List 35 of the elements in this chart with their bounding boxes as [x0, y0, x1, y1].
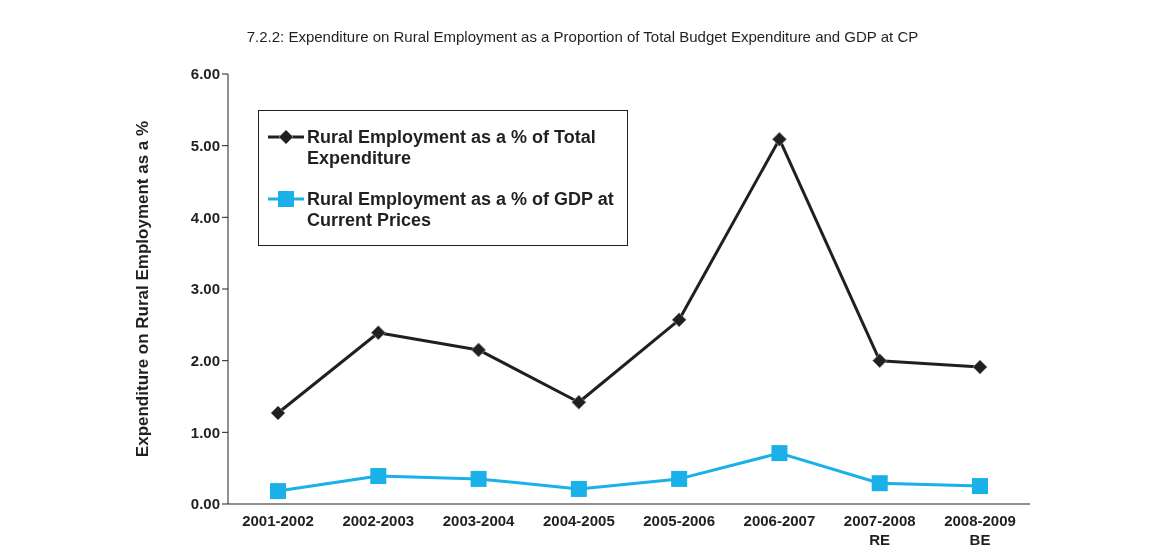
y-axis-title: Expenditure on Rural Employment as a %	[133, 120, 153, 458]
y-tick-label: 5.00	[190, 136, 220, 154]
y-tick-label: 4.00	[190, 208, 220, 226]
legend-label: Rural Employment as a % of GDP at Current Prices	[307, 189, 615, 231]
y-tick-label: 3.00	[190, 280, 220, 298]
x-tick-label: 2005-2006	[643, 512, 716, 529]
legend-label: Rural Employment as a % of Total Expenditure	[307, 127, 597, 169]
x-tick-label: 2001-2002	[242, 512, 314, 529]
y-tick-label: 6.00	[190, 65, 220, 83]
x-tick-label: 2008-2009 BE	[944, 512, 1016, 548]
point	[972, 359, 988, 375]
point	[671, 470, 688, 487]
x-tick-label: 2004-2005	[542, 512, 615, 529]
point	[771, 445, 788, 462]
point	[871, 475, 888, 492]
point	[270, 483, 286, 500]
point	[671, 312, 687, 328]
point	[772, 131, 787, 147]
point	[470, 470, 487, 487]
point	[370, 325, 386, 341]
point	[571, 394, 587, 410]
y-tick-label: 2.00	[190, 351, 220, 369]
x-tick-label: 2002-2003	[342, 512, 415, 529]
point	[471, 342, 486, 358]
x-tick-label: 2003-2004	[442, 512, 516, 529]
point	[370, 468, 387, 485]
point	[972, 478, 988, 495]
chart-title: 7.2.2: Expenditure on Rural Employment as a Proportion of Total Budget Expenditure and GDP at CP	[245, 28, 920, 45]
y-tick-label: 1.00	[190, 423, 220, 441]
x-tick-label: 2007-2008 RE	[843, 512, 916, 548]
point	[872, 353, 888, 369]
point	[270, 405, 286, 421]
x-tick-label: 2006-2007	[743, 512, 816, 529]
point	[570, 480, 587, 497]
y-tick-label: 0.00	[190, 495, 220, 513]
